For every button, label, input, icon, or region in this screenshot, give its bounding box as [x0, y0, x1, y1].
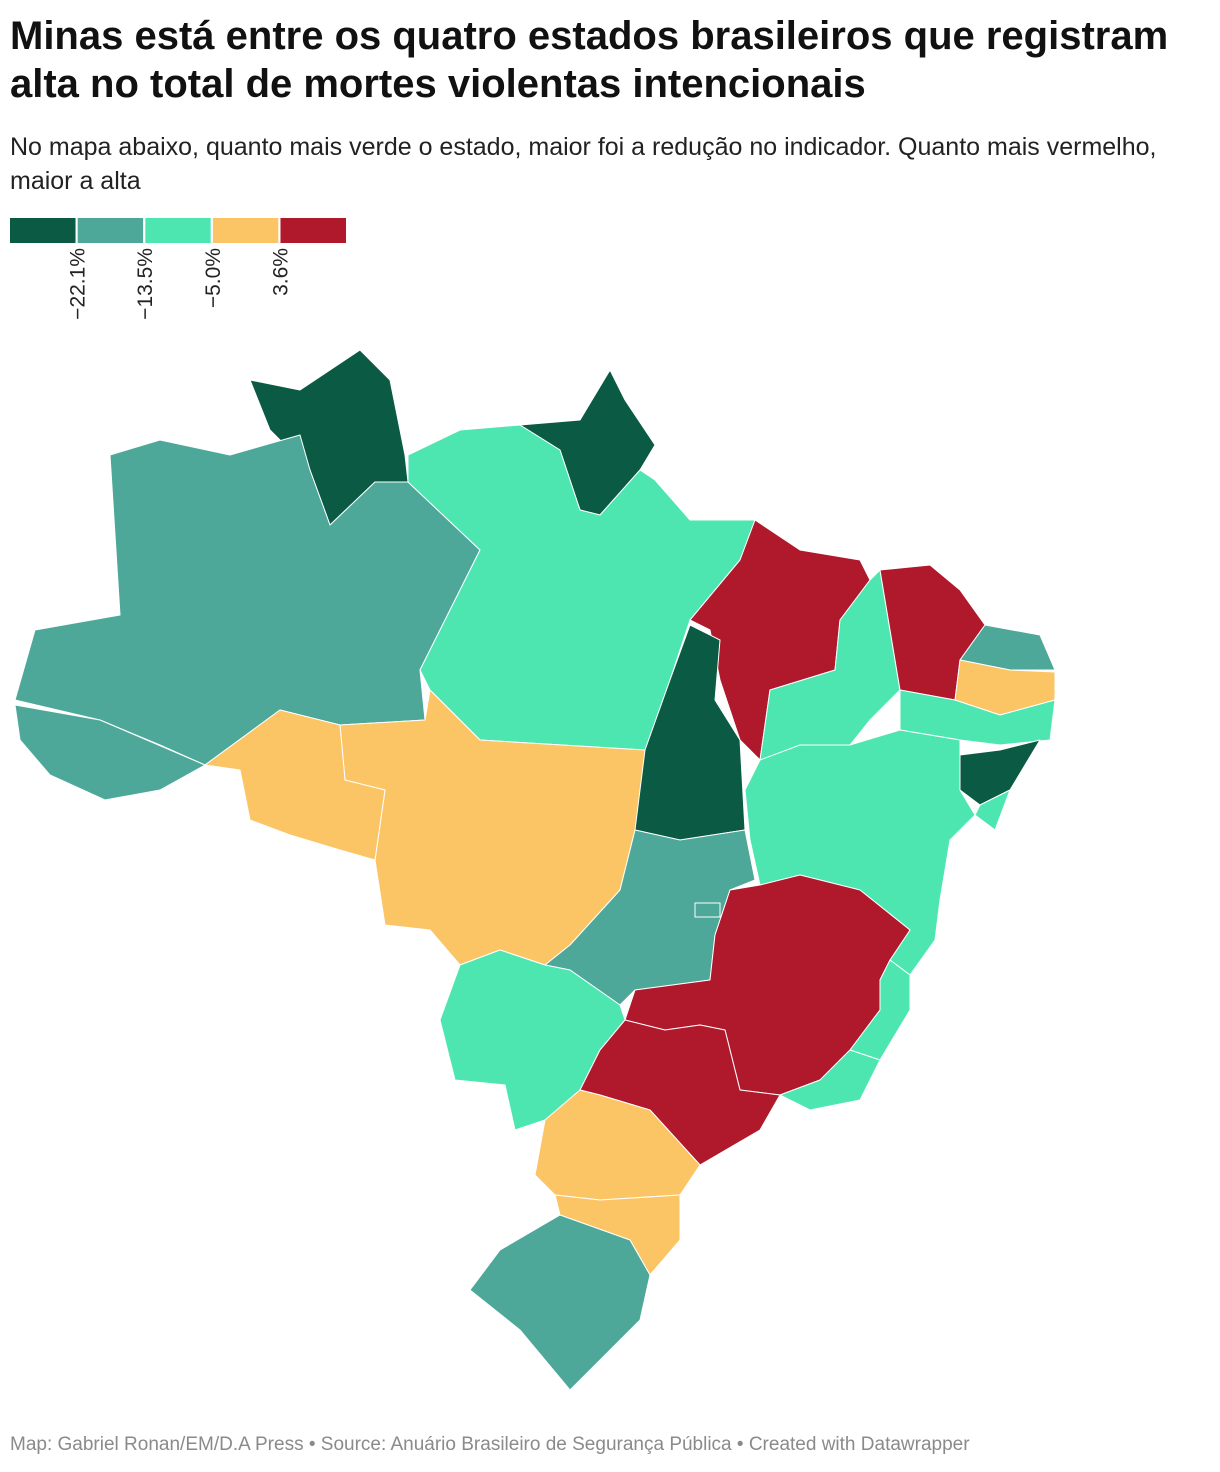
legend-swatch: [280, 218, 346, 243]
subtitle: No mapa abaixo, quanto mais verde o esta…: [10, 133, 1157, 195]
legend-label: −5.0%: [202, 248, 225, 308]
legend-swatch: [145, 218, 211, 243]
states: [14, 349, 1056, 1391]
legend-swatch: [10, 218, 76, 243]
legend-label: −22.1%: [67, 248, 90, 320]
legend-label: −13.5%: [134, 248, 157, 320]
state: [779, 1049, 881, 1111]
state: [14, 704, 206, 801]
state: [204, 709, 386, 861]
state: [974, 789, 1011, 831]
state: [959, 624, 1056, 671]
title: Minas está entre os quatro estados brasi…: [10, 14, 1169, 106]
legend: −22.1% −13.5% −5.0% 3.6%: [10, 218, 346, 320]
legend-swatch: [77, 218, 144, 243]
state: [694, 902, 721, 918]
legend-label: 3.6%: [269, 248, 292, 296]
legend-swatch: [212, 218, 279, 243]
state: [469, 1214, 651, 1391]
footer: Map: Gabriel Ronan/EM/D.A Press • Source…: [10, 1434, 970, 1455]
state: [14, 434, 481, 766]
map: −22.1% −13.5% −5.0% 3.6%: [10, 218, 1056, 1391]
